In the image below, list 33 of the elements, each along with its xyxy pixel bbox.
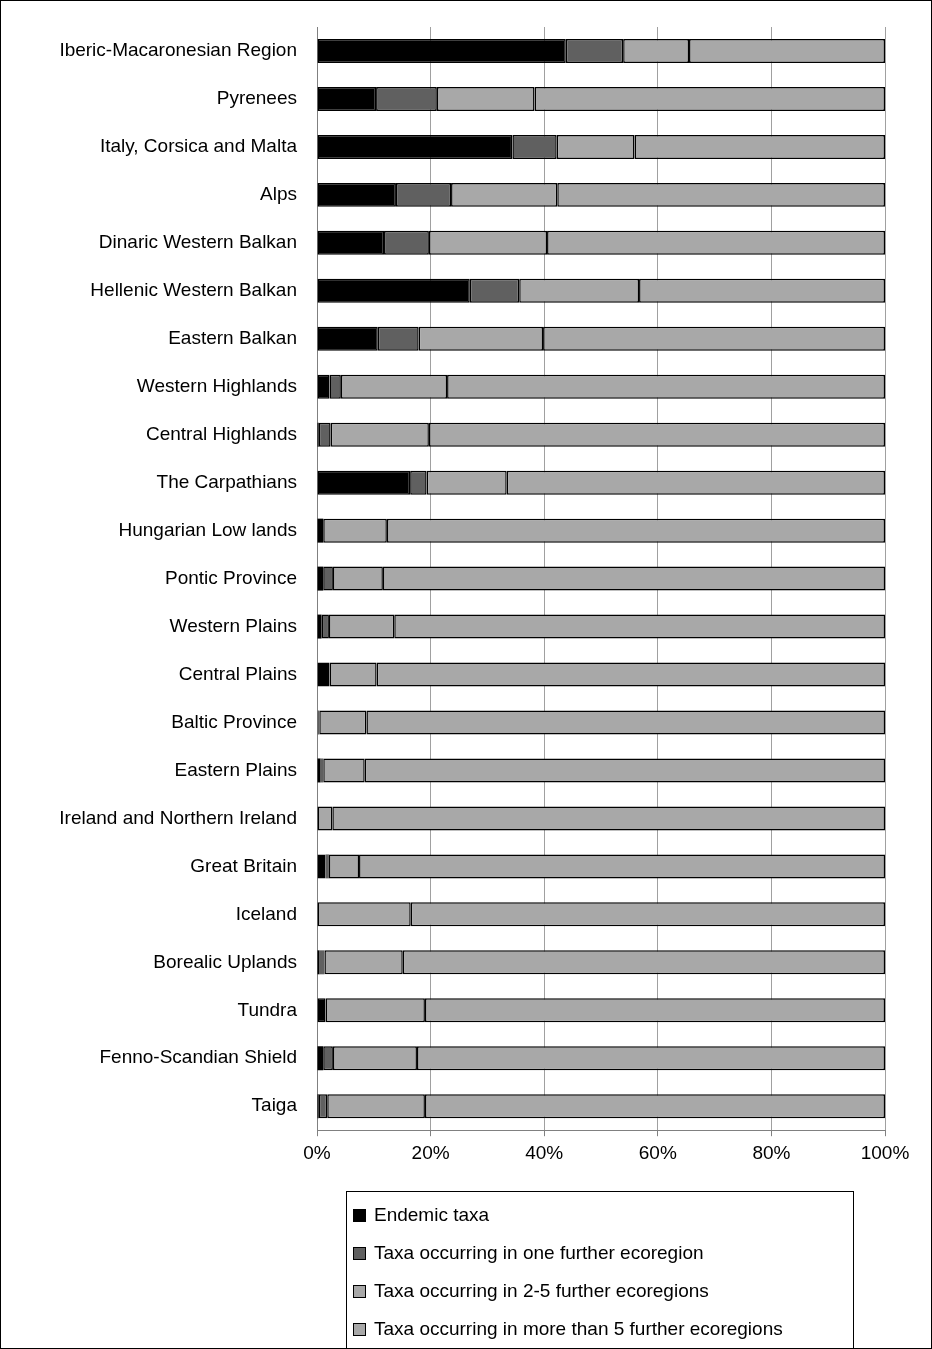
legend-label: Taxa occurring in 2-5 further ecoregions: [374, 1280, 709, 1302]
y-tick-label: Italy, Corsica and Malta: [99, 135, 298, 157]
y-tick-label: Ireland and Northern Ireland: [59, 806, 297, 828]
legend-label: Taxa occurring in more than 5 further ecoregions: [374, 1318, 783, 1340]
y-tick-label: Western Plains: [169, 614, 297, 636]
y-tick-label: Hellenic Western Balkan: [90, 279, 297, 301]
legend-label: Endemic taxa: [374, 1204, 490, 1226]
legend-label: Taxa occurring in one further ecoregion: [374, 1242, 704, 1264]
y-tick-label: Tundra: [237, 998, 298, 1020]
y-tick-label: Central Highlands: [145, 422, 297, 444]
x-tick-label: 80%: [752, 1141, 791, 1163]
y-tick-label: Hungarian Low lands: [118, 518, 297, 540]
y-tick-label: Alps: [260, 183, 297, 205]
y-tick-label: Iceland: [235, 902, 297, 924]
y-tick-label: Central Plains: [178, 662, 297, 684]
y-tick-label: The Carpathians: [156, 470, 297, 492]
x-tick-label: 100%: [860, 1141, 910, 1163]
y-tick-label: Baltic Province: [171, 710, 297, 732]
y-tick-label: Pyrenees: [216, 87, 297, 109]
x-tick-label: 40%: [525, 1141, 564, 1163]
y-tick-label: Taiga: [251, 1094, 298, 1116]
y-tick-label: Pontic Province: [164, 566, 297, 588]
y-tick-label: Borealic Uplands: [153, 950, 297, 972]
y-tick-label: Eastern Balkan: [168, 327, 297, 349]
x-tick-label: 60%: [638, 1141, 677, 1163]
x-tick-label: 20%: [411, 1141, 450, 1163]
y-tick-label: Western Highlands: [136, 374, 297, 396]
y-tick-label: Iberic-Macaronesian Region: [59, 39, 297, 61]
y-tick-label: Great Britain: [190, 854, 297, 876]
y-tick-label: Dinaric Western Balkan: [98, 231, 297, 253]
y-tick-label: Fenno-Scandian Shield: [99, 1046, 297, 1068]
y-tick-label: Eastern Plains: [174, 758, 297, 780]
x-tick-label: 0%: [303, 1141, 331, 1163]
